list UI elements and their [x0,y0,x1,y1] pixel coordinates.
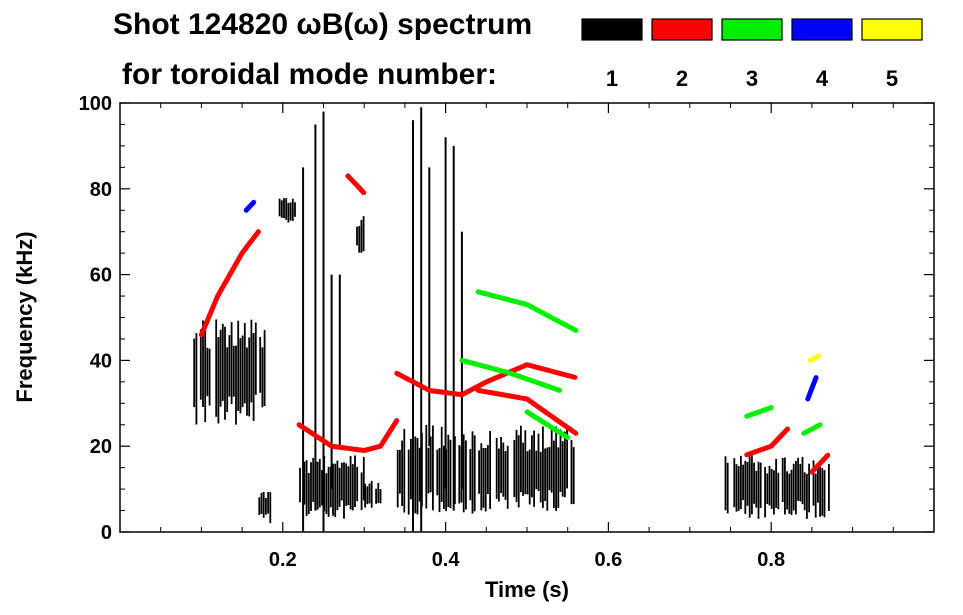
legend-swatch-mode-4 [791,18,853,41]
mode-4-branch [805,375,819,402]
mode-4-branch [243,199,257,213]
legend-label-mode-1: 1 [606,66,618,91]
mode-1-streak [452,145,455,511]
y-tick-label: 40 [90,350,112,372]
mode-1-streak [420,107,423,533]
mode-1-streak [302,167,305,532]
mode-1-streak [322,111,325,532]
mode-1-streak [444,137,447,490]
mode-5-group [807,353,821,363]
mode-3-branch [801,422,823,436]
mode-1-blob [396,424,575,515]
mode-2-group [198,173,831,475]
mode-3-branch [475,289,579,333]
x-tick-label: 0.2 [269,549,297,571]
axes: 0 20 40 60 80 100 0.2 0.4 0.6 0.8 [79,93,934,571]
mode-1-blob [364,480,382,508]
legend-label-mode-2: 2 [676,66,688,91]
mode-2-branch [198,229,261,338]
mode-1-streak [330,274,333,490]
mode-1-streak [314,124,317,511]
chart-title-line2: for toroidal mode number: [122,58,497,91]
y-tick-label: 60 [90,265,112,287]
legend-swatch-mode-2 [651,18,713,41]
y-tick-label: 80 [90,179,112,201]
x-tick-label: 0.8 [757,549,785,571]
mode-legend: 1 2 3 4 5 [581,18,923,91]
mode-5-branch [807,353,821,363]
x-tick-label: 0.6 [594,549,622,571]
mode-1-streak [412,120,414,532]
legend-label-mode-4: 4 [816,66,829,91]
legend-swatch-mode-1 [581,18,643,41]
x-tick-label: 0.4 [432,549,461,571]
mode-3-branch [459,357,563,393]
mode-3-branch [524,409,571,441]
y-tick-label: 20 [90,436,112,458]
mode-1-streak [338,274,341,447]
mode-2-branch [809,452,831,475]
legend-label-mode-5: 5 [886,66,898,91]
y-axis-title: Frequency (kHz) [12,231,37,402]
mode-1-streak [428,167,431,447]
mode-4-group [243,199,819,402]
chart-title-line1: Shot 124820 ωB(ω) spectrum [113,8,532,41]
mode-1-blob [299,455,365,519]
mode-2-branch [394,362,579,398]
legend-label-mode-3: 3 [746,66,758,91]
mode-1-blob [278,198,296,223]
mode-1-blob [356,216,365,253]
mode-2-branch [296,418,400,453]
legend-swatch-mode-5 [861,18,923,41]
y-tick-label: 100 [79,93,112,115]
mode-3-group [459,289,823,441]
mode-3-branch [744,405,774,419]
mode-1-blob [258,492,272,524]
plot-data [193,107,831,533]
legend-swatch-mode-3 [721,18,783,41]
mode-1-blob [724,455,830,519]
mode-2-branch [475,387,579,436]
mode-2-branch [345,173,367,196]
mode-2-branch [744,426,790,458]
mode-1-group [193,107,830,533]
x-axis-title: Time (s) [485,577,569,602]
mode-1-blob [193,319,266,425]
y-tick-label: 0 [101,522,112,544]
